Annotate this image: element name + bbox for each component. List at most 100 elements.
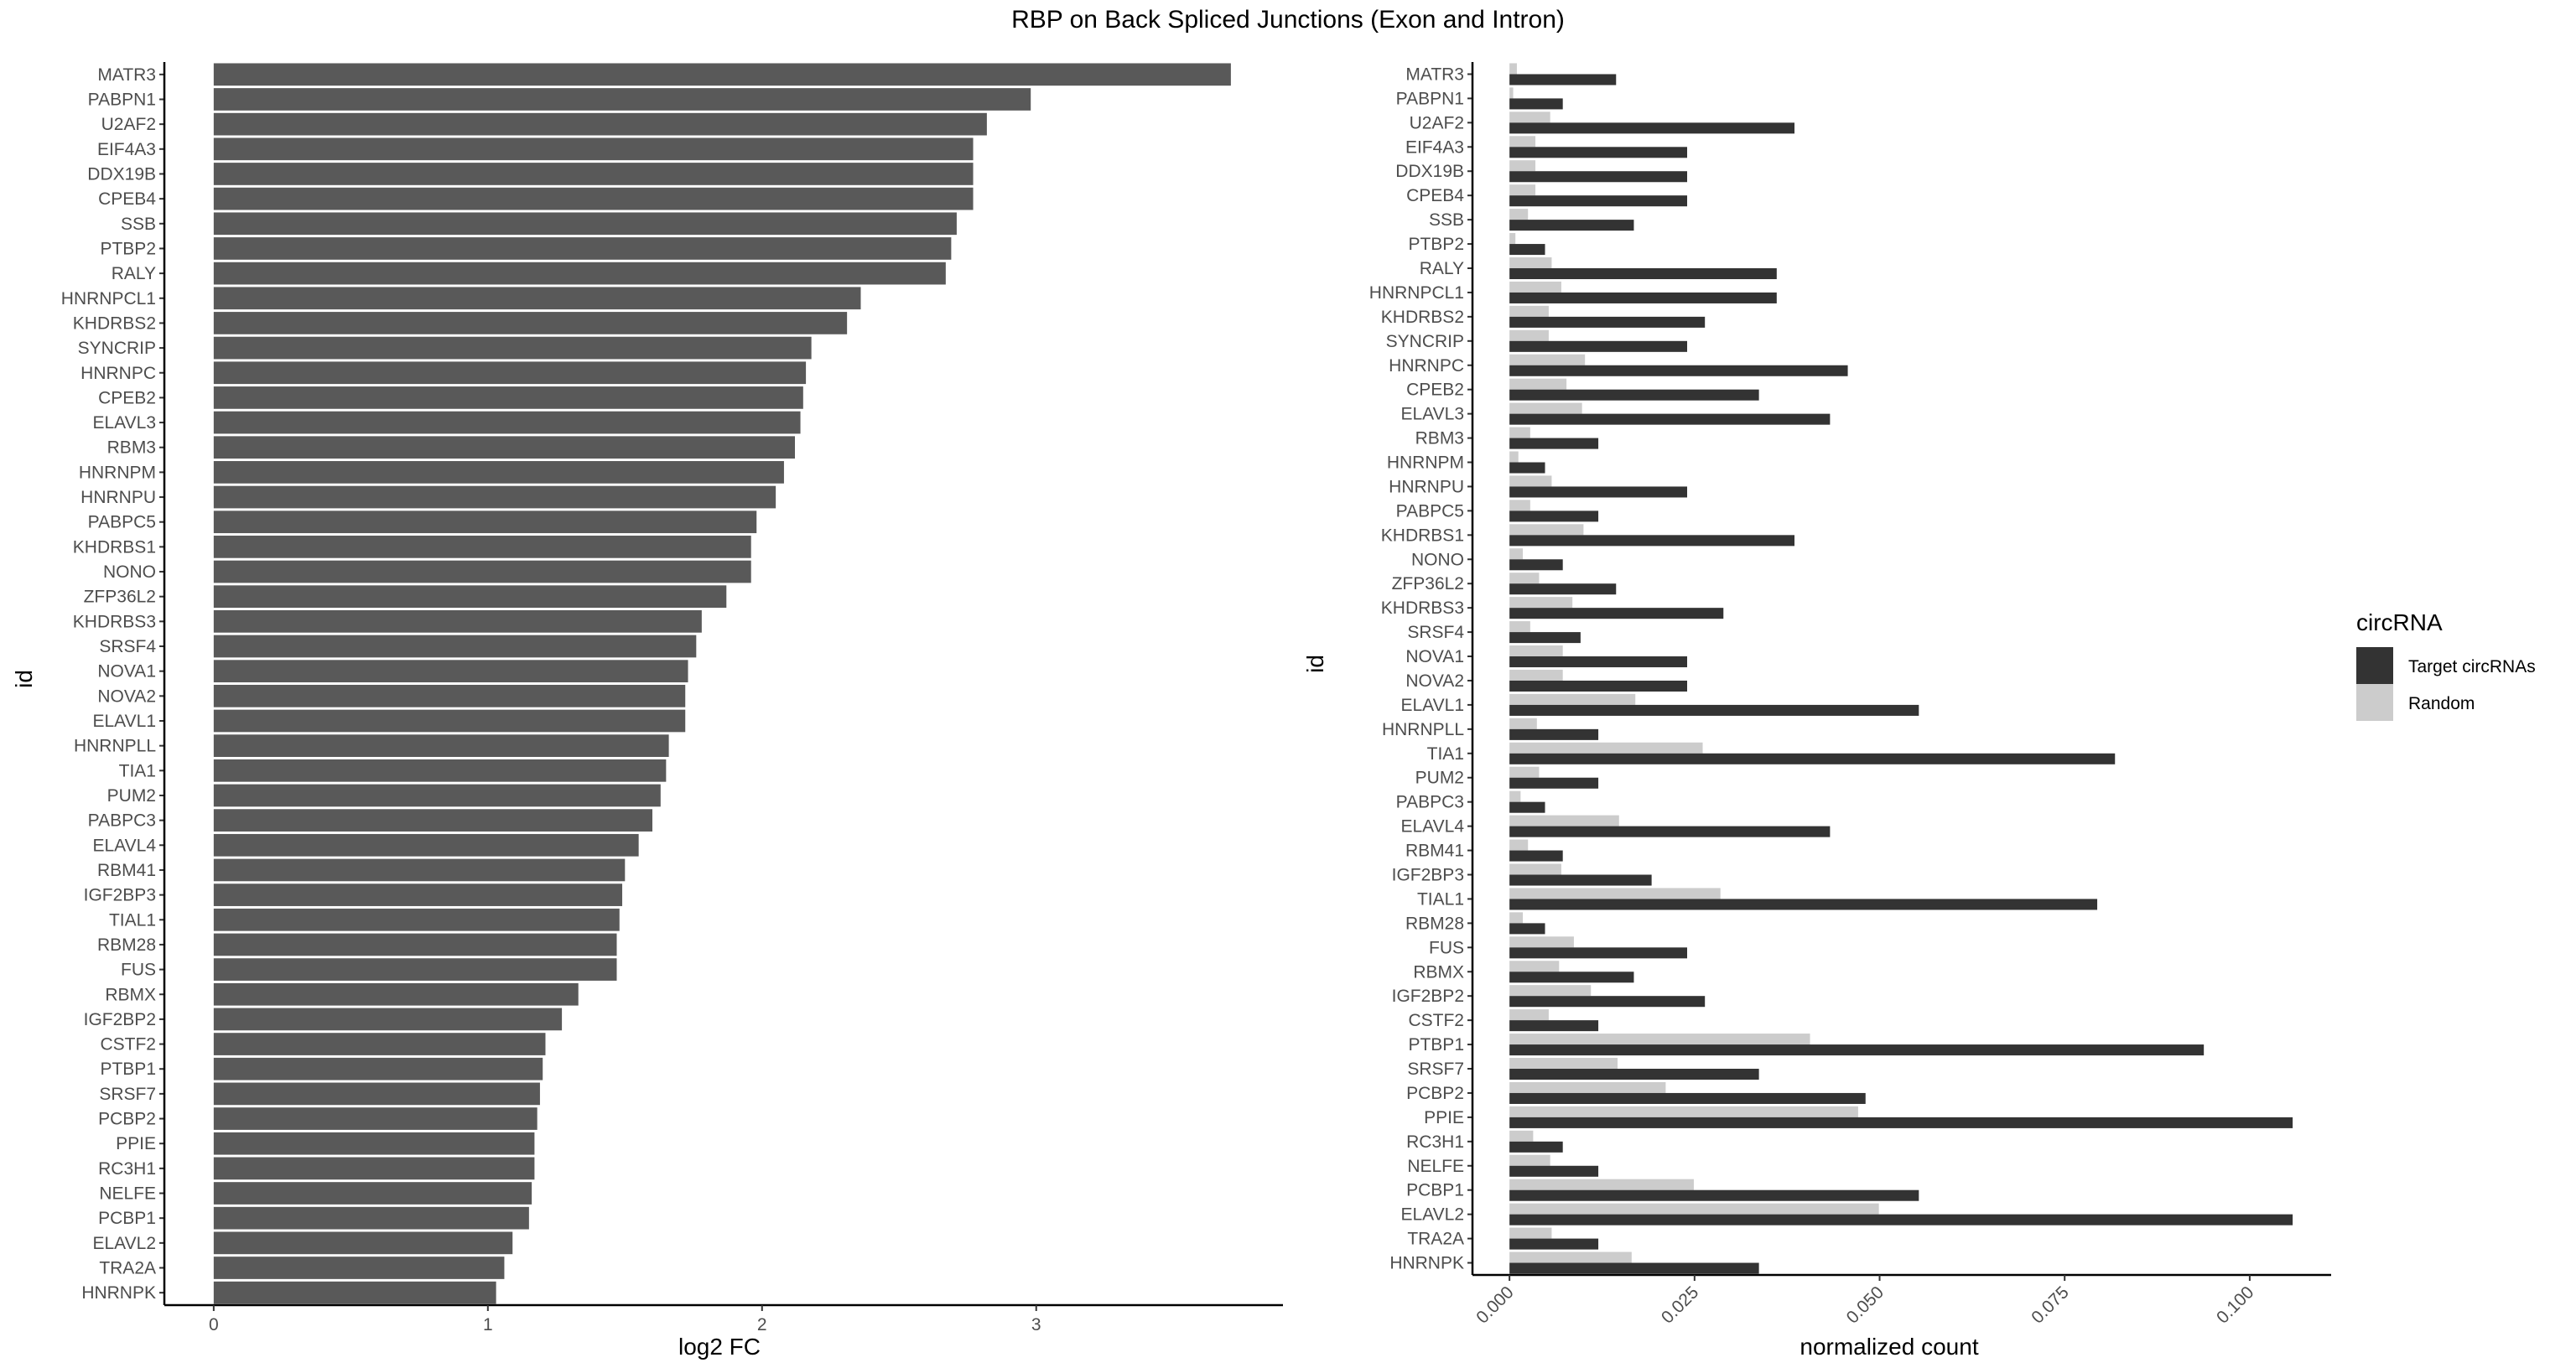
left-y-tick-label-rc3h1: RC3H1	[98, 1159, 156, 1179]
bar-target-elavl2	[1509, 1214, 2293, 1226]
bar-target-nelfe	[1509, 1165, 1599, 1177]
bar-random-hnrnpc	[1509, 354, 1586, 365]
left-y-tick-label-u2af2: U2AF2	[101, 115, 156, 134]
bar-log2fc-zfp36l2	[213, 585, 727, 609]
bar-random-pum2	[1509, 766, 1540, 778]
bar-log2fc-rbmx	[213, 982, 579, 1006]
bar-log2fc-u2af2	[213, 112, 987, 136]
bar-log2fc-nelfe	[213, 1182, 532, 1205]
left-x-tick-label: 3	[1031, 1315, 1041, 1334]
bar-target-zfp36l2	[1509, 583, 1617, 595]
bar-random-u2af2	[1509, 111, 1550, 123]
bar-log2fc-hnrnpcl1	[213, 287, 861, 310]
bar-target-elavl3	[1509, 413, 1831, 425]
bar-target-elavl4	[1509, 826, 1831, 837]
bar-random-cpeb4	[1509, 184, 1536, 196]
right-y-tick-label-hnrnpll: HNRNPLL	[1382, 720, 1464, 739]
bar-random-ptbp1	[1509, 1034, 1810, 1045]
bar-log2fc-rc3h1	[213, 1157, 535, 1180]
bar-random-nova2	[1509, 669, 1563, 681]
bar-log2fc-ddx19b	[213, 163, 974, 185]
right-y-tick-label-cpeb4: CPEB4	[1406, 186, 1464, 205]
bar-target-rbm41	[1509, 850, 1563, 862]
bar-log2fc-hnrnpu	[213, 485, 776, 509]
bar-random-pabpn1	[1509, 87, 1514, 99]
left-y-tick-label-ppie: PPIE	[116, 1134, 156, 1153]
left-y-tick-label-pabpc5: PABPC5	[88, 513, 156, 532]
bar-target-pabpc5	[1509, 510, 1599, 522]
left-y-tick-label-eif4a3: EIF4A3	[97, 140, 156, 159]
right-y-tick-label-raly: RALY	[1420, 259, 1464, 278]
right-axes	[1467, 62, 2331, 1281]
left-y-tick-label-elavl1: ELAVL1	[93, 712, 157, 731]
right-y-tick-label-fus: FUS	[1429, 938, 1464, 957]
bar-random-rc3h1	[1509, 1130, 1534, 1142]
left-y-tick-label-ptbp2: PTBP2	[100, 239, 156, 258]
left-y-tick-label-nova2: NOVA2	[97, 687, 156, 706]
left-y-tick-label-igf2bp2: IGF2BP2	[84, 1010, 156, 1029]
right-y-tick-label-rbmx: RBMX	[1413, 962, 1464, 982]
left-y-tick-label-ptbp1: PTBP1	[100, 1060, 156, 1079]
left-y-tick-label-hnrnpc: HNRNPC	[80, 364, 156, 383]
right-y-tick-label-pcbp2: PCBP2	[1406, 1084, 1464, 1103]
left-x-tick-labels: 0 1 2 3	[209, 1315, 1041, 1334]
bar-target-pabpc3	[1509, 801, 1545, 813]
bar-target-raly	[1509, 267, 1777, 280]
left-y-tick-label-igf2bp3: IGF2BP3	[84, 886, 156, 905]
bar-random-eif4a3	[1509, 136, 1536, 148]
bar-log2fc-matr3	[213, 63, 1231, 86]
bar-log2fc-nova2	[213, 684, 686, 707]
right-y-tick-label-pum2: PUM2	[1415, 769, 1464, 788]
left-y-tick-label-cpeb2: CPEB2	[98, 388, 156, 407]
bar-log2fc-fus	[213, 958, 617, 981]
left-y-tick-label-pabpc3: PABPC3	[88, 811, 156, 831]
chart-title: RBP on Back Spliced Junctions (Exon and …	[1011, 6, 1565, 34]
right-bars	[1509, 63, 2293, 1274]
right-y-tick-label-srsf4: SRSF4	[1407, 623, 1464, 642]
bar-log2fc-cpeb4	[213, 187, 974, 210]
left-y-tick-label-srsf4: SRSF4	[99, 637, 156, 656]
right-y-tick-label-khdrbs2: KHDRBS2	[1381, 308, 1464, 327]
left-y-tick-label-raly: RALY	[112, 264, 156, 283]
bar-random-rbm28	[1509, 912, 1524, 924]
right-y-tick-label-hnrnpc: HNRNPC	[1389, 356, 1464, 376]
right-y-tick-label-rbm28: RBM28	[1405, 914, 1464, 933]
left-panel-log2fc: MATR3 PABPN1 U2AF2 EIF4A3 DDX19B CPEB4 SSB PTBP…	[11, 62, 1283, 1360]
bar-random-zfp36l2	[1509, 573, 1540, 584]
left-bars	[213, 63, 1231, 1304]
left-x-axis-title: log2 FC	[678, 1334, 761, 1360]
bar-random-ptbp2	[1509, 233, 1516, 245]
left-y-tick-label-syncrip: SYNCRIP	[78, 339, 156, 358]
bar-log2fc-hnrnpm	[213, 461, 784, 484]
left-y-tick-label-tial1: TIAL1	[109, 910, 156, 930]
left-y-tick-label-srsf7: SRSF7	[99, 1085, 156, 1104]
right-y-tick-label-nova2: NOVA2	[1405, 671, 1464, 691]
legend-swatch-random	[2356, 684, 2393, 721]
right-y-tick-label-elavl1: ELAVL1	[1401, 696, 1465, 715]
left-y-tick-label-khdrbs2: KHDRBS2	[73, 314, 156, 333]
right-y-tick-label-nelfe: NELFE	[1407, 1157, 1464, 1176]
bar-random-igf2bp2	[1509, 985, 1592, 997]
bar-log2fc-nova1	[213, 660, 688, 683]
right-y-tick-label-zfp36l2: ZFP36L2	[1392, 574, 1464, 593]
bar-target-khdrbs3	[1509, 608, 1724, 619]
bar-random-syncrip	[1509, 329, 1549, 341]
bar-random-elavl2	[1509, 1203, 1879, 1215]
bar-target-srsf7	[1509, 1069, 1759, 1080]
bar-log2fc-syncrip	[213, 336, 812, 360]
bar-target-pum2	[1509, 777, 1599, 789]
bar-random-pabpc3	[1509, 790, 1521, 802]
bar-target-pcbp1	[1509, 1189, 1919, 1201]
bar-target-pcbp2	[1509, 1092, 1866, 1104]
left-y-tick-label-elavl4: ELAVL4	[93, 836, 157, 855]
bar-random-pcbp1	[1509, 1179, 1694, 1190]
left-y-tick-label-rbm28: RBM28	[97, 935, 156, 955]
right-y-tick-label-ssb: SSB	[1429, 210, 1464, 230]
bar-target-hnrnpc	[1509, 365, 1848, 376]
bar-log2fc-ptbp1	[213, 1057, 543, 1080]
bar-random-khdrbs3	[1509, 597, 1573, 609]
bar-target-rbm3	[1509, 438, 1599, 449]
bar-log2fc-srsf7	[213, 1082, 540, 1106]
left-y-tick-label-nono: NONO	[103, 562, 156, 582]
bar-log2fc-eif4a3	[213, 137, 974, 161]
